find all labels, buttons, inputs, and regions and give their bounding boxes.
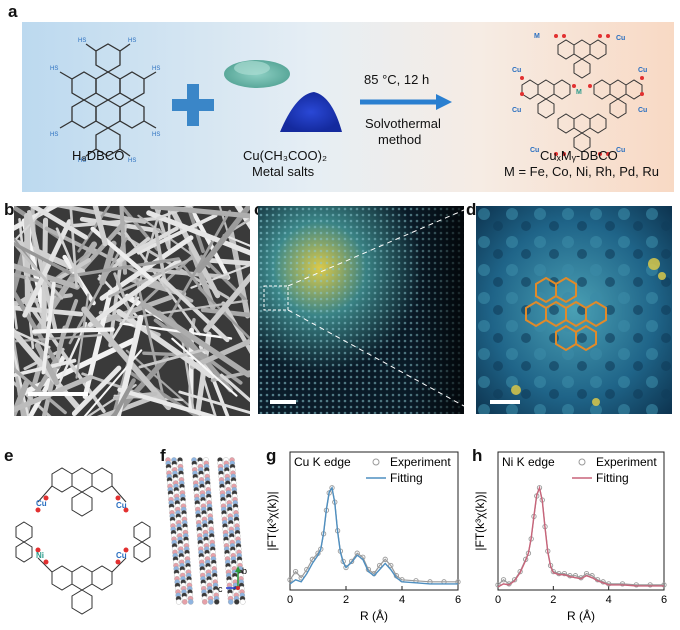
experiment-point: [382, 556, 388, 562]
cu-label: Cu: [512, 107, 521, 114]
x-axis-label: R (Å): [567, 608, 595, 623]
hs-label: HS: [78, 38, 86, 44]
experiment-point: [343, 564, 349, 571]
y-axis-label: |FT(k³χ(k))|: [265, 491, 279, 550]
experiment-point: [561, 570, 568, 577]
cu-exafs-chart: 0 2 4 6 R (Å) |FT(k³χ(k))| Cu K edge Experiment…: [265, 451, 461, 623]
experiment-point: [647, 582, 653, 588]
panel-g-label: g: [266, 446, 277, 465]
reaction-arrow-icon: [360, 94, 452, 110]
experiment-point: [292, 568, 299, 575]
plot-frame: [497, 451, 665, 591]
legend-fitting-label: Fitting: [390, 471, 423, 485]
m-label: M: [534, 33, 540, 40]
metal-salt-powder-image: [280, 92, 342, 132]
cu-label: Cu: [512, 67, 521, 74]
metal-salt-label: Metal salts: [252, 164, 315, 179]
fitting-series-line: [497, 485, 664, 588]
cu-label: Cu: [116, 501, 127, 510]
product-metals: M = Fe, Co, Ni, Rh, Pd, Ru: [504, 164, 659, 179]
plot-frame: [289, 451, 459, 591]
x-axis-label: R (Å): [360, 608, 388, 623]
h8dbco-molecule: HS HS HS HS HS HS HS HS: [50, 38, 160, 162]
experiment-point: [550, 568, 556, 575]
experiment-point: [633, 582, 639, 588]
x-tick-label: 6: [455, 594, 461, 606]
reaction-method: Solvothermal: [365, 116, 441, 131]
x-tick-label: 0: [287, 594, 293, 606]
experiment-point: [348, 558, 355, 565]
x-tick-label: 4: [399, 594, 405, 606]
chart-title: Ni K edge: [502, 455, 555, 469]
product-name: CuₓMᵧ-DBCO: [540, 148, 618, 163]
experiment-point: [376, 562, 383, 569]
axis-b-label: b: [242, 566, 247, 576]
panel-a-background: [22, 22, 674, 192]
legend-experiment-marker: [372, 458, 380, 466]
reaction-condition: 85 °C, 12 h: [364, 72, 430, 87]
cu-label: Cu: [616, 147, 625, 154]
cu-label: Cu: [616, 35, 625, 42]
tem-image: [258, 206, 464, 414]
axis-c-label: c: [218, 584, 223, 594]
reaction-method-2: method: [378, 132, 422, 147]
x-tick-label: 4: [606, 594, 612, 606]
experiment-point: [287, 577, 293, 583]
experiment-series-line: [289, 486, 458, 583]
cu-label: Cu: [116, 551, 127, 560]
cu-label: Cu: [638, 107, 647, 114]
hs-label: HS: [50, 132, 58, 138]
product-framework-structure: M Cu Cu Cu Cu Cu M Cu Cu: [512, 33, 647, 156]
hs-label: HS: [152, 132, 160, 138]
chart-title: Cu K edge: [294, 455, 351, 469]
hs-label: HS: [78, 158, 86, 162]
hs-label: HS: [50, 66, 58, 72]
scale-bar: [28, 392, 88, 396]
fitting-series-line: [289, 485, 458, 585]
ni-label: Ni: [36, 551, 44, 560]
experiment-point: [661, 582, 667, 588]
sem-image: [14, 206, 250, 416]
panel-h-label: h: [472, 446, 483, 465]
experiment-point: [495, 582, 501, 588]
hs-label: HS: [128, 38, 136, 44]
experiment-point: [388, 562, 394, 569]
x-tick-label: 0: [495, 594, 501, 606]
copper-acetate-powder-image: [224, 60, 290, 88]
plus-icon: [172, 84, 214, 126]
zoomed-tem-image: [476, 206, 672, 414]
cu-label: Cu: [530, 147, 539, 154]
legend-experiment-marker: [578, 458, 586, 466]
scale-bar: [270, 400, 296, 404]
legend-experiment-label: Experiment: [596, 455, 657, 469]
ni-exafs-chart: 0 2 4 6 R (Å) |FT(k³χ(k))| Ni K edge Experiment…: [473, 451, 667, 623]
experiment-point: [511, 577, 518, 583]
x-tick-label: 2: [343, 594, 349, 606]
experiment-series-line: [497, 485, 664, 586]
m-label: M: [576, 89, 582, 96]
legend-fitting-label: Fitting: [596, 471, 629, 485]
reactant-name: H₈DBCO: [72, 148, 125, 163]
experiment-point: [619, 581, 626, 587]
panel-e-label: e: [4, 446, 14, 465]
cu-label: Cu: [36, 499, 47, 508]
hs-label: HS: [152, 66, 160, 72]
x-tick-label: 2: [550, 594, 556, 606]
x-tick-label: 6: [661, 594, 667, 606]
panel-a-label: a: [8, 2, 18, 21]
ni-cu-framework-structure: Cu Cu Ni Cu: [15, 467, 151, 615]
scale-bar: [490, 400, 520, 404]
panel-b-label: b: [4, 200, 15, 219]
hs-label: HS: [128, 158, 136, 162]
experiment-point: [500, 577, 507, 583]
panel-a: a HS HS HS HS HS HS HS HS H₈DBCO: [0, 0, 680, 192]
metal-salt-formula: Cu(CH₃COO)₂: [243, 148, 328, 163]
y-axis-label: |FT(k³χ(k))|: [473, 491, 487, 550]
cu-label: Cu: [638, 67, 647, 74]
panel-f-label: f: [160, 446, 166, 465]
legend-experiment-label: Experiment: [390, 455, 451, 469]
layer-stacking-structure: b c: [165, 457, 247, 605]
panel-d-label: d: [466, 200, 477, 219]
